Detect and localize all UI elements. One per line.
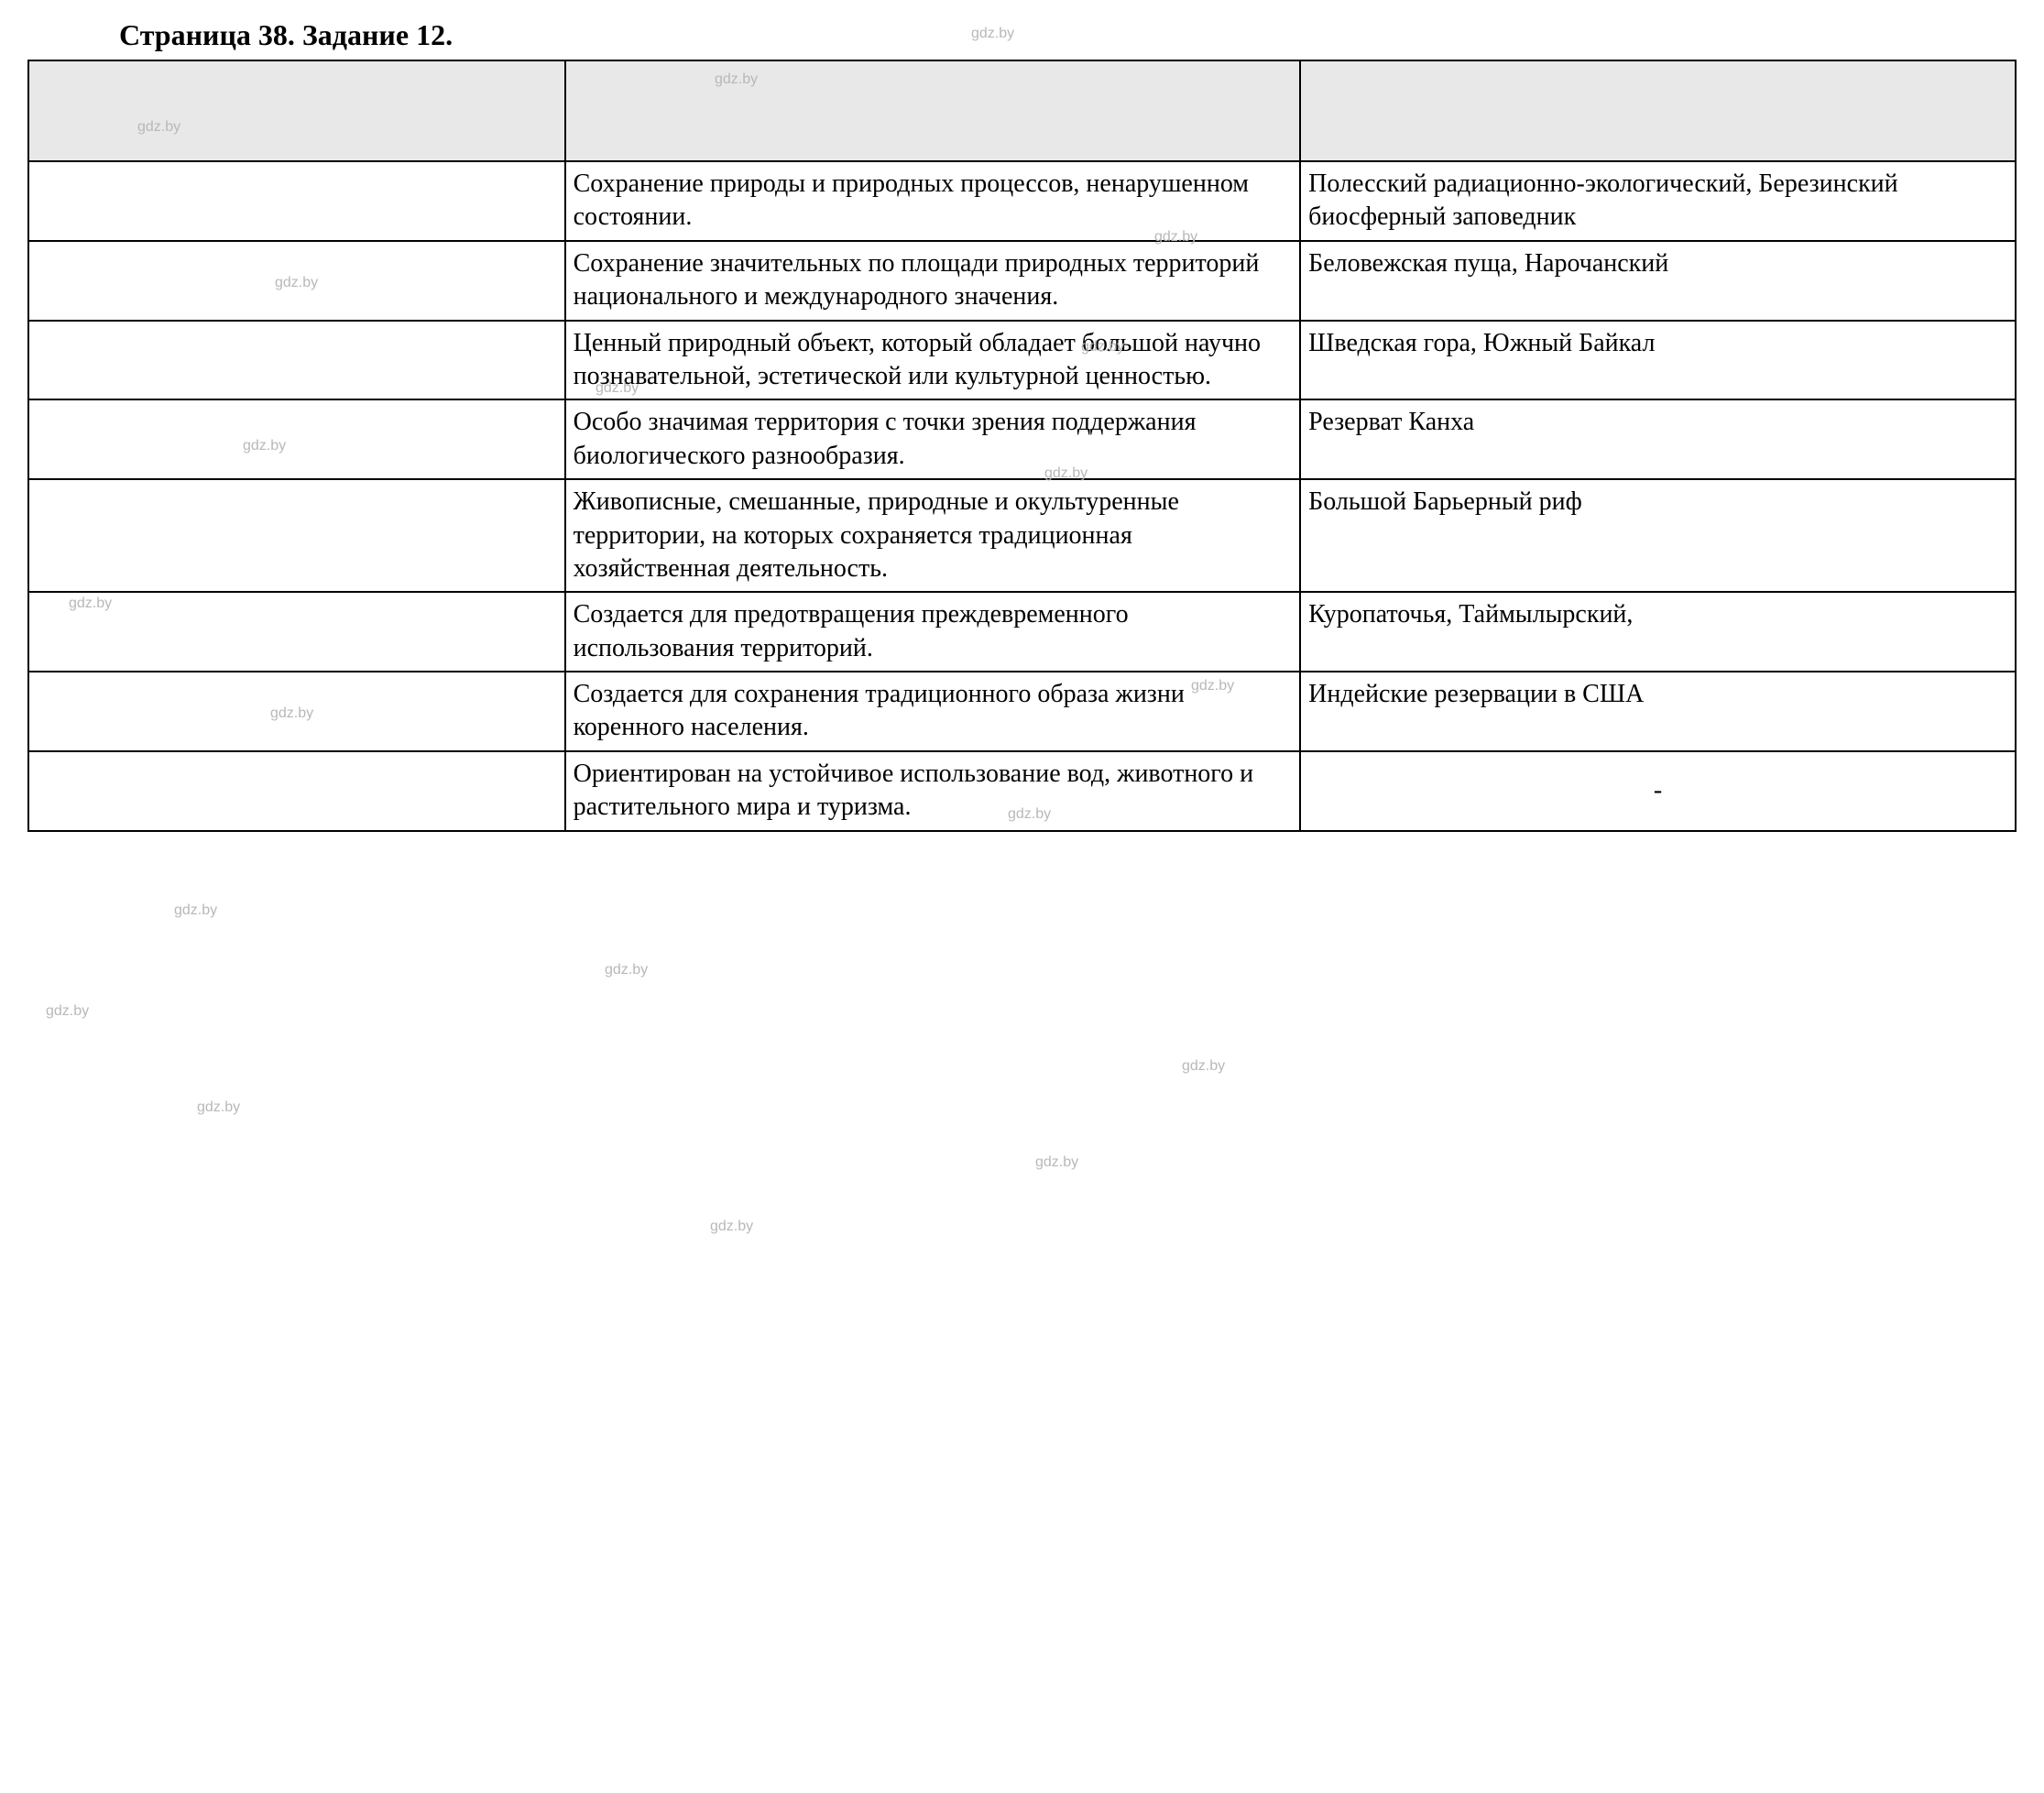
row-cell-description: Сохранение значительных по площади приро… (565, 241, 1301, 321)
page-title: Страница 38. Задание 12. (119, 18, 2017, 52)
table-row: Особо значимая территория с точки зрения… (28, 399, 2016, 479)
row-cell-examples: Индейские резервации в США (1300, 672, 2016, 751)
table-row: Сохранение природы и природных процессов… (28, 161, 2016, 241)
watermark-text: gdz.by (46, 1003, 89, 1020)
header-cell-2 (565, 60, 1301, 161)
row-cell-description: Создается для предотвращения преждевреме… (565, 592, 1301, 672)
row-cell-examples: Резерват Канха (1300, 399, 2016, 479)
row-cell-examples: Куропаточья, Таймылырский, (1300, 592, 2016, 672)
table-header-row (28, 60, 2016, 161)
row-cell-category (28, 592, 565, 672)
row-cell-category (28, 399, 565, 479)
row-cell-description: Особо значимая территория с точки зрения… (565, 399, 1301, 479)
row-cell-examples: Беловежская пуща, Нарочанский (1300, 241, 2016, 321)
row-cell-description: Создается для сохранения традиционного о… (565, 672, 1301, 751)
watermark-text: gdz.by (605, 962, 648, 978)
row-cell-description: Ориентирован на устойчивое использование… (565, 751, 1301, 831)
table-row: Живописные, смешанные, природные и окуль… (28, 479, 2016, 592)
watermark-text: gdz.by (1035, 1154, 1078, 1171)
table-row: Создается для предотвращения преждевреме… (28, 592, 2016, 672)
row-cell-description: Сохранение природы и природных процессов… (565, 161, 1301, 241)
row-cell-examples: Полесский радиационно-экологический, Бер… (1300, 161, 2016, 241)
watermark-text: gdz.by (174, 902, 217, 919)
table-row: Создается для сохранения традиционного о… (28, 672, 2016, 751)
row-cell-examples: - (1300, 751, 2016, 831)
row-cell-category (28, 751, 565, 831)
header-cell-3 (1300, 60, 2016, 161)
row-cell-examples: Шведская гора, Южный Байкал (1300, 321, 2016, 400)
row-cell-description: Живописные, смешанные, природные и окуль… (565, 479, 1301, 592)
main-table: Сохранение природы и природных процессов… (27, 60, 2017, 832)
header-cell-1 (28, 60, 565, 161)
row-cell-category (28, 672, 565, 751)
watermark-text: gdz.by (710, 1219, 753, 1235)
watermark-text: gdz.by (197, 1099, 240, 1116)
table-row: Ориентирован на устойчивое использование… (28, 751, 2016, 831)
row-cell-description: Ценный природный объект, который обладае… (565, 321, 1301, 400)
row-cell-category (28, 241, 565, 321)
row-cell-examples: Большой Барьерный риф (1300, 479, 2016, 592)
row-cell-category (28, 161, 565, 241)
table-row: Сохранение значительных по площади приро… (28, 241, 2016, 321)
row-cell-category (28, 321, 565, 400)
row-cell-category (28, 479, 565, 592)
table-row: Ценный природный объект, который обладае… (28, 321, 2016, 400)
watermark-text: gdz.by (1182, 1058, 1225, 1075)
